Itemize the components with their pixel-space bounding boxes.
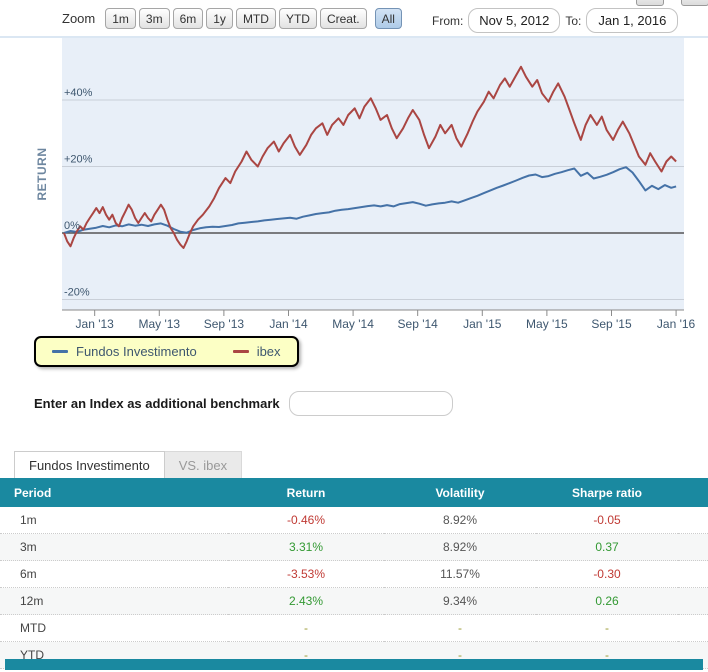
zoom-button-6m[interactable]: 6m: [172, 8, 204, 29]
from-date-input[interactable]: [468, 8, 561, 33]
return-cell: 3.31%: [228, 533, 384, 561]
header-spacer: [678, 478, 708, 507]
sharpe-cell: -: [536, 614, 678, 642]
chart-export-button-partial[interactable]: [681, 0, 708, 6]
chart-print-button-partial[interactable]: [636, 0, 664, 6]
table-row: MTD - - -: [0, 614, 708, 642]
header-sharpe: Sharpe ratio: [536, 478, 678, 507]
return-cell: -3.53%: [228, 560, 384, 588]
sharpe-cell: 0.37: [536, 533, 678, 561]
volatility-cell: 9.34%: [384, 587, 536, 615]
period-cell: 6m: [0, 560, 228, 588]
statistics-table: Period Return Volatility Sharpe ratio 1m…: [0, 478, 708, 669]
sharpe-cell: -0.30: [536, 560, 678, 588]
line-marker-icon: [232, 350, 249, 353]
header-return: Return: [228, 478, 384, 507]
svg-text:May '14: May '14: [332, 317, 374, 331]
stats-tabs: Fundos Investimento VS. ibex: [14, 451, 243, 478]
sharpe-cell: -0.05: [536, 507, 678, 534]
svg-text:+20%: +20%: [64, 154, 93, 166]
svg-text:Jan '13: Jan '13: [76, 317, 115, 331]
svg-text:Sep '15: Sep '15: [591, 317, 632, 331]
table-row: 12m 2.43% 9.34% 0.26: [0, 587, 708, 615]
tab-vs-ibex[interactable]: VS. ibex: [164, 451, 243, 478]
chart-legend: Fundos Investimento ibex: [34, 336, 299, 367]
period-cell: MTD: [0, 614, 228, 642]
legend-item-ibex[interactable]: ibex: [232, 344, 281, 359]
sharpe-cell: 0.26: [536, 587, 678, 615]
return-cell: -: [228, 614, 384, 642]
line-marker-icon: [52, 350, 68, 353]
benchmark-input[interactable]: [288, 391, 453, 416]
volatility-cell: 8.92%: [384, 507, 536, 534]
svg-text:Jan '16: Jan '16: [657, 317, 696, 331]
benchmark-label: Enter an Index as additional benchmark: [34, 396, 280, 411]
zoom-button-1m[interactable]: 1m: [105, 8, 136, 29]
footer-accent-bar: [5, 659, 703, 670]
zoom-label: Zoom: [62, 11, 96, 26]
svg-text:Jan '15: Jan '15: [463, 317, 502, 331]
table-row: 1m -0.46% 8.92% -0.05: [0, 507, 708, 534]
svg-text:-20%: -20%: [64, 287, 90, 299]
header-period: Period: [0, 478, 228, 507]
to-date-input[interactable]: [586, 8, 679, 33]
zoom-button-3m[interactable]: 3m: [138, 8, 170, 29]
svg-text:May '13: May '13: [138, 317, 180, 331]
svg-text:Sep '14: Sep '14: [398, 317, 439, 331]
zoom-toolbar: Zoom 1m 3m 6m 1y MTD YTD Creat. All: [62, 8, 402, 29]
svg-text:0%: 0%: [64, 220, 80, 232]
svg-text:May '15: May '15: [526, 317, 568, 331]
performance-chart: Jan '13 May '13 Sep '13 Jan '14 May '14 Sep '…: [0, 36, 708, 331]
period-cell: 1m: [0, 507, 228, 534]
legend-item-fundos[interactable]: Fundos Investimento: [52, 344, 197, 359]
volatility-cell: -: [384, 614, 536, 642]
period-cell: 3m: [0, 533, 228, 561]
zoom-button-ytd[interactable]: YTD: [278, 8, 317, 29]
svg-text:Jan '14: Jan '14: [269, 317, 308, 331]
zoom-button-all[interactable]: All: [374, 8, 402, 29]
return-cell: 2.43%: [228, 587, 384, 615]
volatility-cell: 8.92%: [384, 533, 536, 561]
date-range-bar: From: To:: [432, 8, 679, 33]
table-row: 6m -3.53% 11.57% -0.30: [0, 560, 708, 588]
volatility-cell: 11.57%: [384, 560, 536, 588]
legend-label: ibex: [256, 344, 281, 359]
tab-fundos-investimento[interactable]: Fundos Investimento: [14, 451, 165, 478]
legend-label: Fundos Investimento: [76, 344, 197, 359]
zoom-button-mtd[interactable]: MTD: [235, 8, 276, 29]
return-cell: -0.46%: [228, 507, 384, 534]
header-volatility: Volatility: [384, 478, 536, 507]
zoom-button-create[interactable]: Creat.: [319, 8, 367, 29]
table-row: 3m 3.31% 8.92% 0.37: [0, 533, 708, 561]
zoom-button-1y[interactable]: 1y: [206, 8, 233, 29]
svg-text:Sep '13: Sep '13: [204, 317, 245, 331]
svg-text:+40%: +40%: [64, 87, 93, 99]
benchmark-row: Enter an Index as additional benchmark: [34, 391, 453, 416]
to-label: To:: [565, 13, 582, 28]
from-label: From:: [432, 13, 464, 28]
table-header-row: Period Return Volatility Sharpe ratio: [0, 478, 708, 507]
period-cell: 12m: [0, 587, 228, 615]
svg-text:RETURN: RETURN: [35, 148, 49, 201]
